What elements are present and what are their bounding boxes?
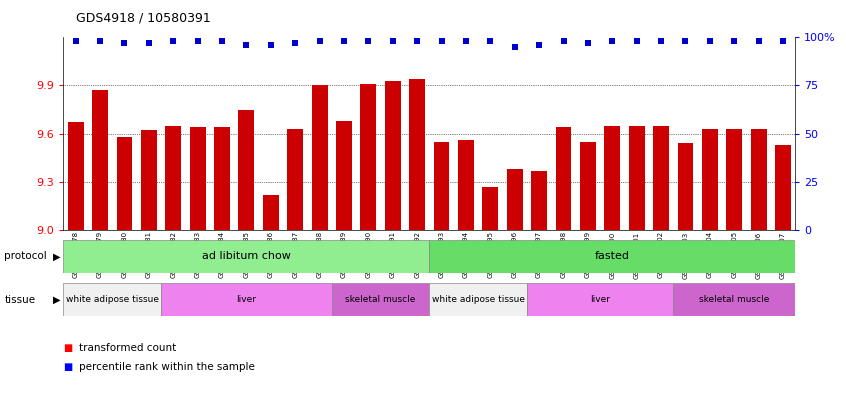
Bar [68, 122, 84, 230]
Text: tissue: tissue [4, 295, 36, 305]
Bar [507, 169, 523, 230]
Point [69, 38, 82, 44]
Bar [214, 127, 230, 230]
Point [678, 38, 692, 44]
Bar [527, 283, 673, 316]
Point [752, 38, 766, 44]
Bar [458, 140, 474, 230]
Bar [385, 81, 401, 230]
Bar [702, 129, 717, 230]
Point [215, 38, 228, 44]
Bar [92, 90, 108, 230]
Point [532, 42, 546, 48]
Text: liver: liver [236, 295, 256, 304]
Bar [673, 283, 795, 316]
Text: transformed count: transformed count [79, 343, 176, 353]
Bar [63, 283, 161, 316]
Bar [727, 129, 742, 230]
Text: ■: ■ [63, 362, 73, 373]
Bar [556, 127, 571, 230]
Point [239, 42, 253, 48]
Text: white adipose tissue: white adipose tissue [431, 295, 525, 304]
Text: ▶: ▶ [53, 252, 61, 261]
Point [557, 38, 570, 44]
Point [264, 42, 277, 48]
Point [508, 44, 521, 50]
Text: skeletal muscle: skeletal muscle [699, 295, 770, 304]
Bar [288, 129, 303, 230]
Bar [429, 283, 527, 316]
Point [581, 40, 595, 46]
Bar [239, 110, 255, 230]
Bar [482, 187, 498, 230]
Bar [311, 85, 327, 230]
Bar [678, 143, 694, 230]
Point [93, 38, 107, 44]
Point [703, 38, 717, 44]
Point [435, 38, 448, 44]
Bar [360, 84, 376, 230]
Bar [336, 121, 352, 230]
Point [361, 38, 375, 44]
Text: ■: ■ [63, 343, 73, 353]
Bar [604, 126, 620, 230]
Point [167, 38, 180, 44]
Bar [161, 283, 332, 316]
Point [630, 38, 644, 44]
Text: skeletal muscle: skeletal muscle [345, 295, 415, 304]
Bar [409, 79, 425, 230]
Bar [775, 145, 791, 230]
Text: white adipose tissue: white adipose tissue [66, 295, 159, 304]
Bar [190, 127, 206, 230]
Bar [750, 129, 766, 230]
Text: ▶: ▶ [53, 295, 61, 305]
Point [654, 38, 667, 44]
Bar [531, 171, 547, 230]
Bar [580, 141, 596, 230]
Point [606, 38, 619, 44]
Bar [117, 137, 132, 230]
Point [191, 38, 205, 44]
Bar [653, 126, 669, 230]
Point [338, 38, 351, 44]
Bar [332, 283, 429, 316]
Bar [263, 195, 278, 230]
Bar [63, 240, 429, 273]
Point [459, 38, 473, 44]
Point [777, 38, 790, 44]
Point [288, 40, 302, 46]
Point [142, 40, 156, 46]
Point [484, 38, 497, 44]
Bar [165, 126, 181, 230]
Bar [429, 240, 795, 273]
Point [386, 38, 399, 44]
Text: GDS4918 / 10580391: GDS4918 / 10580391 [76, 12, 211, 25]
Text: ad libitum chow: ad libitum chow [202, 252, 291, 261]
Text: fasted: fasted [595, 252, 629, 261]
Point [118, 40, 131, 46]
Bar [141, 130, 157, 230]
Bar [434, 141, 449, 230]
Point [410, 38, 424, 44]
Point [313, 38, 327, 44]
Text: liver: liver [591, 295, 610, 304]
Bar [629, 126, 645, 230]
Text: percentile rank within the sample: percentile rank within the sample [79, 362, 255, 373]
Point [728, 38, 741, 44]
Text: protocol: protocol [4, 252, 47, 261]
